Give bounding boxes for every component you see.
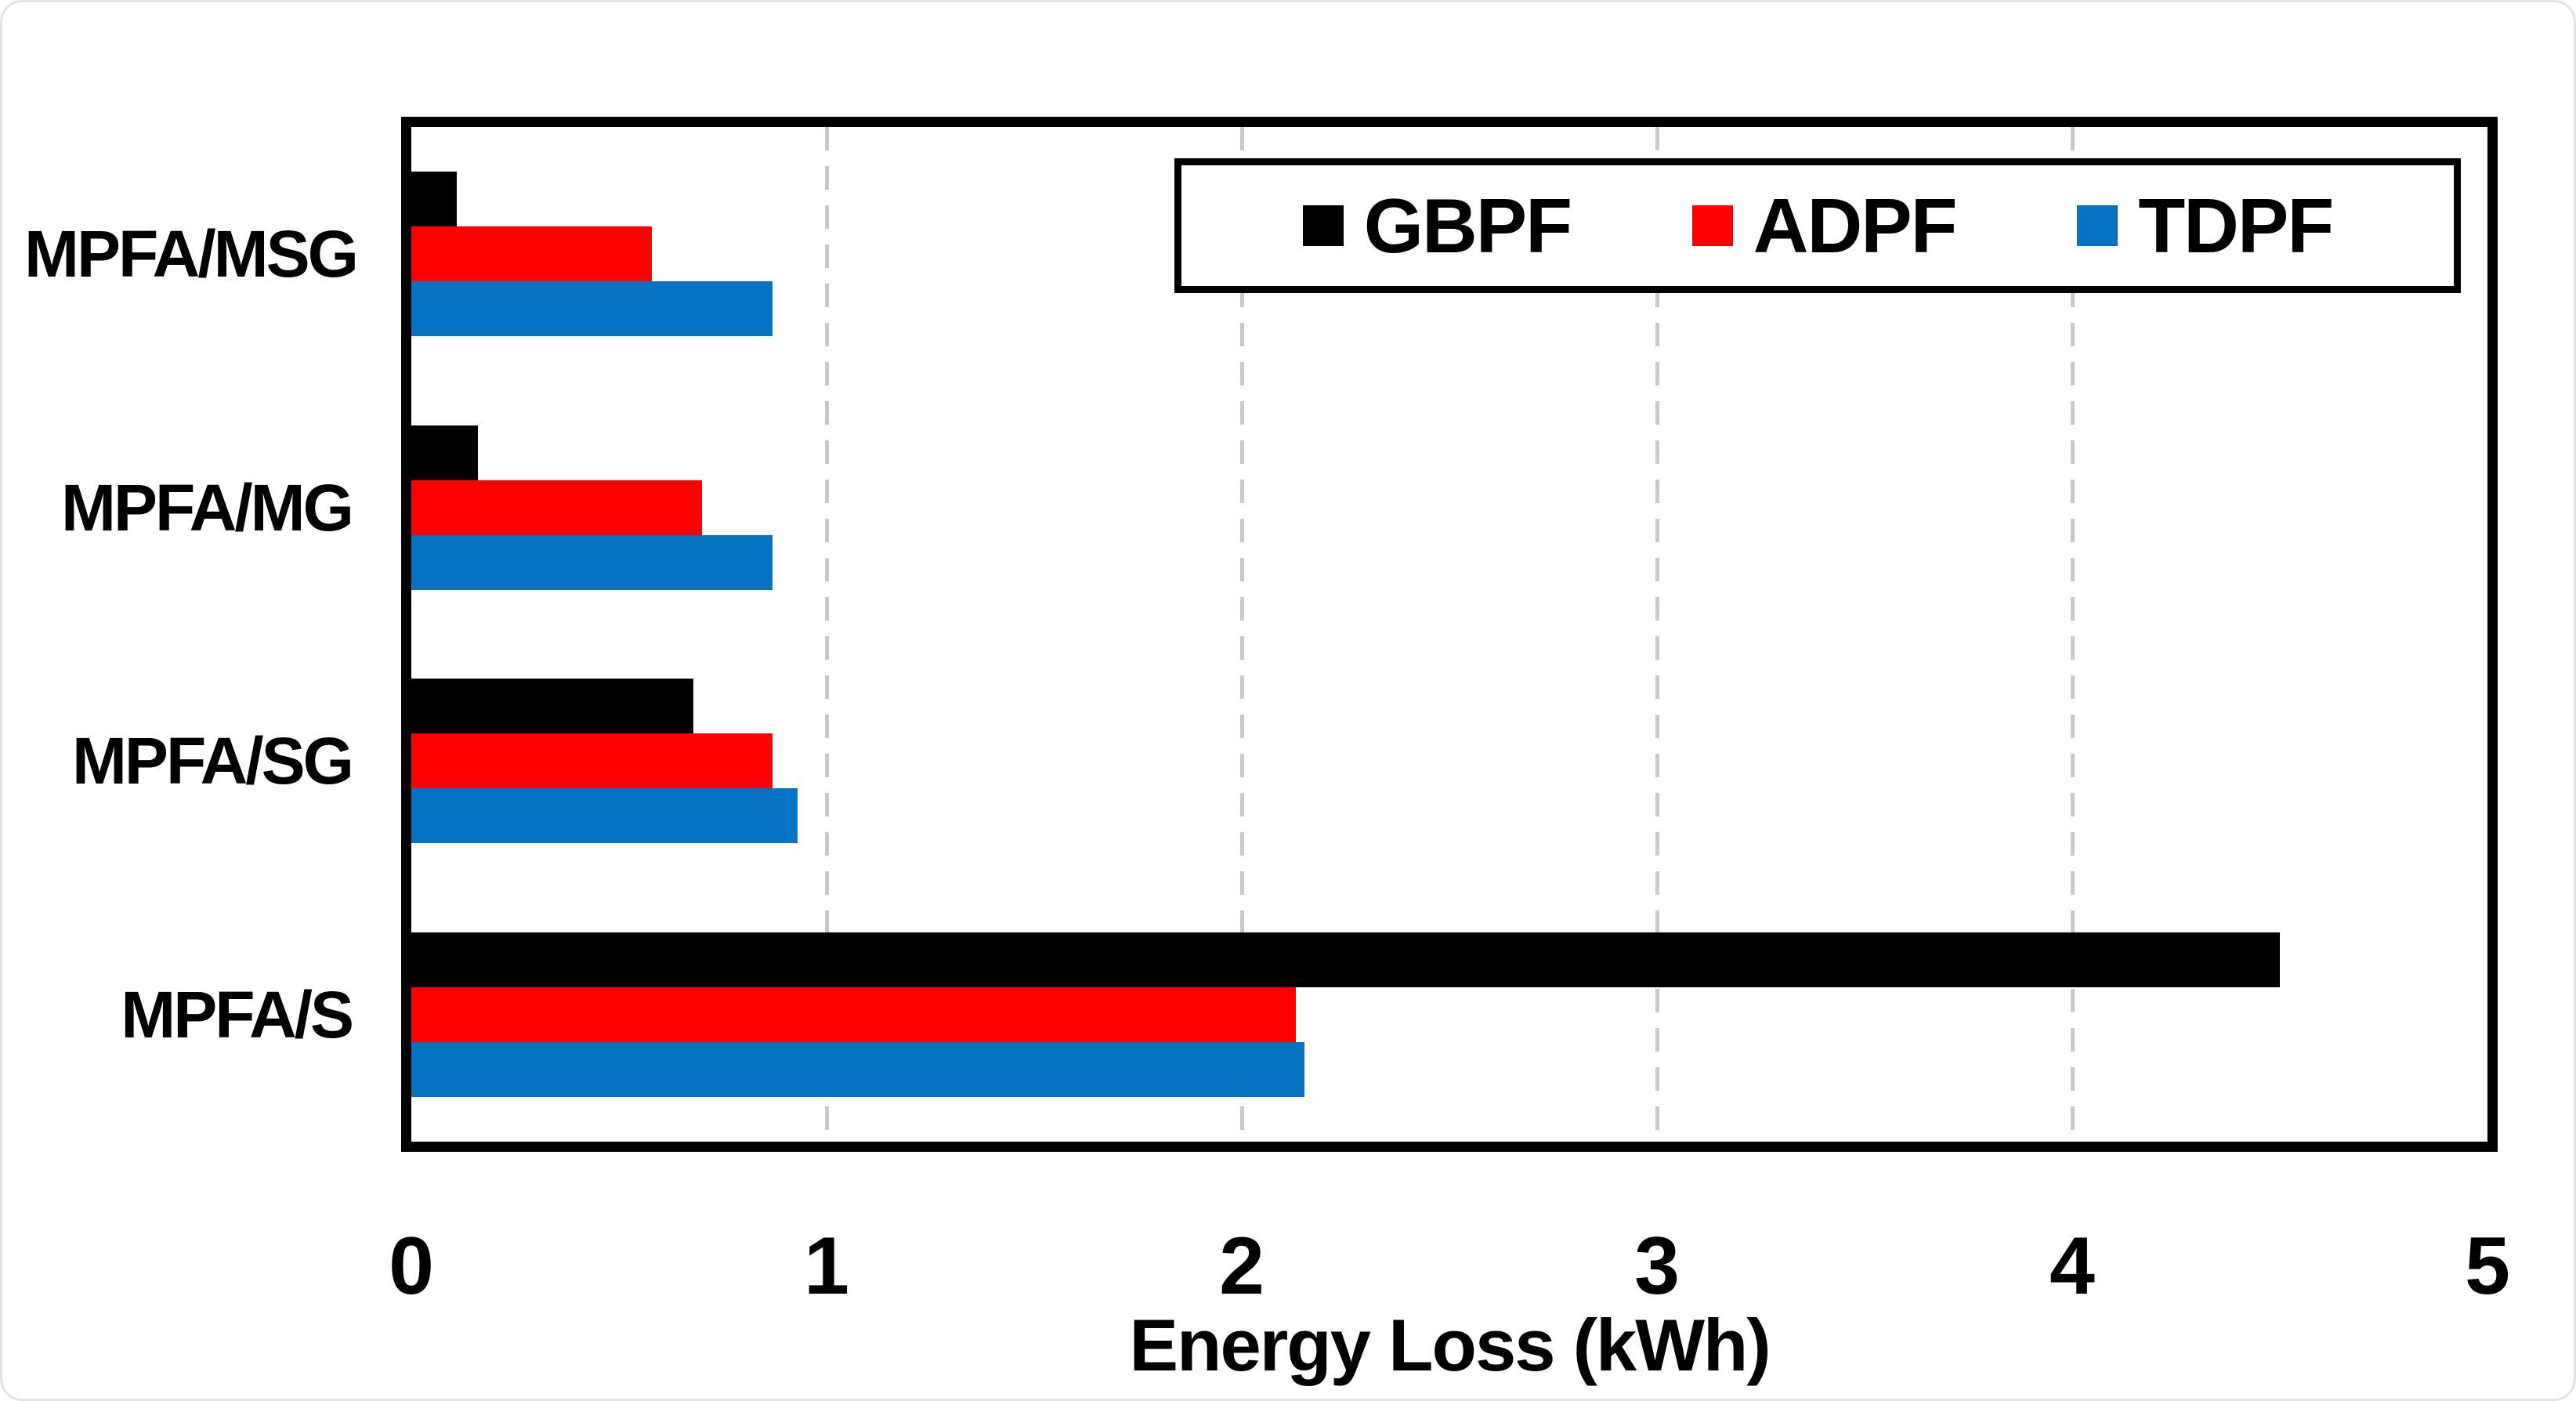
bar-adpf (411, 733, 773, 789)
legend-label: TDPF (2138, 183, 2334, 269)
legend-swatch-icon (1302, 205, 1344, 246)
legend-item-gbpf: GBPF (1302, 183, 1572, 269)
bar-gbpf (411, 425, 478, 480)
bar-group-mpfa-s (411, 888, 2487, 1142)
legend-item-adpf: ADPF (1691, 183, 1958, 269)
x-tick-label: 4 (2050, 1221, 2095, 1312)
legend: GBPF ADPF TDPF (1174, 158, 2461, 293)
category-label: MPFA/MG (61, 470, 354, 545)
legend-label: GBPF (1363, 183, 1572, 269)
bar-tdpf (411, 534, 773, 590)
gridlines (411, 127, 2487, 1142)
bar-tdpf (411, 1042, 1304, 1098)
gridline (824, 127, 829, 1142)
bar-tdpf (411, 788, 798, 844)
category-label: MPFA/MSG (24, 216, 359, 291)
bar-adpf (411, 226, 653, 281)
bar-groups (411, 127, 2487, 1142)
bar-tdpf (411, 281, 773, 336)
bar-group-mpfa-msg (411, 127, 2487, 381)
legend-swatch-icon (2077, 205, 2118, 246)
x-tick-label: 0 (389, 1221, 434, 1312)
gridline (1239, 127, 1244, 1142)
bar-gbpf (411, 679, 694, 734)
x-axis-title: Energy Loss (kWh) (1129, 1304, 1771, 1386)
bar-gbpf (411, 932, 2280, 988)
legend-label: ADPF (1753, 183, 1958, 269)
bar-group-mpfa-sg (411, 635, 2487, 889)
category-label: MPFA/S (121, 978, 354, 1052)
bar-adpf (411, 480, 702, 535)
category-label: MPFA/SG (71, 724, 354, 798)
legend-item-tdpf: TDPF (2077, 183, 2334, 269)
x-tick-label: 2 (1219, 1221, 1264, 1312)
x-tick-label: 1 (804, 1221, 849, 1312)
gridline (2070, 127, 2075, 1142)
x-tick-label: 3 (1634, 1221, 1680, 1312)
legend-swatch-icon (1691, 205, 1733, 246)
bar-group-mpfa-mg (411, 381, 2487, 635)
bar-adpf (411, 987, 1296, 1043)
x-tick-label: 5 (2465, 1221, 2510, 1312)
bar-gbpf (411, 171, 458, 226)
gridline (1655, 127, 1659, 1142)
